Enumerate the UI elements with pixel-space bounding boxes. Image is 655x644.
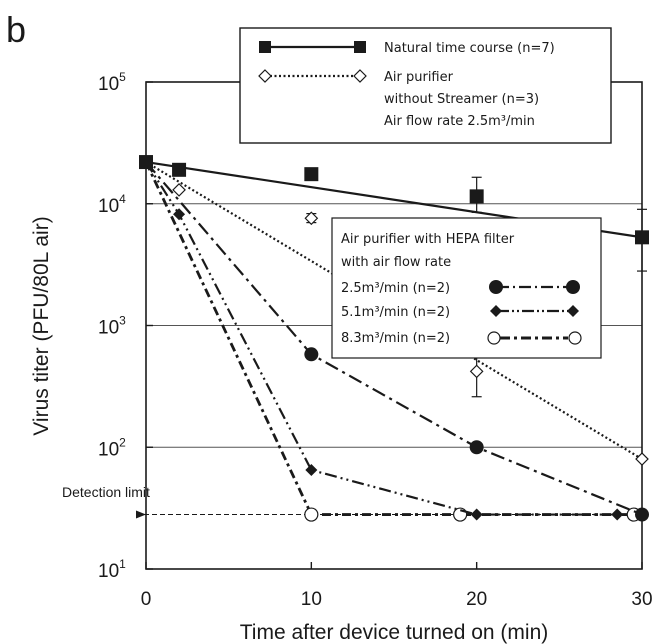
legend-hepa-83-marker	[488, 332, 500, 344]
y-tick-label-2: 103	[98, 314, 126, 339]
data-point-3-2	[305, 464, 317, 476]
legend-natural-marker	[259, 41, 271, 53]
data-point-2-1	[304, 347, 318, 361]
legend-streamer-label-3: Air flow rate 2.5m³/min	[384, 114, 535, 129]
data-point-3-4	[611, 509, 623, 521]
x-tick-label-0: 0	[141, 589, 152, 610]
y-tick-label-0: 101	[98, 557, 126, 582]
data-point-0-0	[139, 155, 153, 169]
x-tick-label-3: 30	[631, 589, 652, 610]
legend-hepa-51-label: 5.1m³/min (n=2)	[341, 305, 450, 320]
legend-mid-title-2: with air flow rate	[341, 255, 451, 270]
legend-natural-label: Natural time course (n=7)	[384, 41, 555, 56]
data-point-0-2	[304, 167, 318, 181]
legend-streamer-label-1: Air purifier	[384, 70, 454, 85]
legend-mid-title: Air purifier with HEPA filter	[341, 232, 515, 247]
y-axis-title: Virus titer (PFU/80L air)	[30, 216, 53, 435]
data-point-0-4	[635, 230, 649, 244]
y-tick-label-3: 104	[98, 192, 126, 217]
y-tick-label-1: 102	[98, 435, 126, 460]
x-tick-label-2: 20	[466, 589, 487, 610]
x-axis-title: Time after device turned on (min)	[240, 621, 549, 644]
legend-hepa-25-marker-end	[566, 280, 580, 294]
panel-label: b	[6, 9, 26, 50]
data-point-0-3	[470, 189, 484, 203]
y-axis-ticks: 101 102 103 104 105	[98, 70, 153, 582]
data-point-3-1	[173, 208, 185, 220]
legend-top: Natural time course (n=7) Air purifier w…	[240, 28, 611, 143]
data-point-4-1	[305, 508, 318, 521]
y-tick-label-4: 105	[98, 70, 126, 95]
data-point-1-4	[636, 453, 648, 465]
data-point-2-2	[470, 440, 484, 454]
data-point-0-1	[172, 163, 186, 177]
legend-hepa-25-label: 2.5m³/min (n=2)	[341, 281, 450, 296]
legend-streamer-label-2: without Streamer (n=3)	[384, 92, 539, 107]
data-point-1-1	[173, 184, 185, 196]
data-point-1-3	[471, 365, 483, 377]
detection-limit-label: Detection limit	[62, 484, 150, 500]
legend-hepa-83-label: 8.3m³/min (n=2)	[341, 331, 450, 346]
legend-hepa-83-marker-end	[569, 332, 581, 344]
x-tick-label-1: 10	[301, 589, 322, 610]
legend-natural-marker-end	[354, 41, 366, 53]
detection-limit-arrow	[136, 511, 146, 519]
legend-mid: Air purifier with HEPA filter with air f…	[332, 218, 601, 358]
data-point-3-3	[471, 509, 483, 521]
legend-hepa-25-marker	[489, 280, 503, 294]
data-point-2-3	[635, 508, 649, 522]
